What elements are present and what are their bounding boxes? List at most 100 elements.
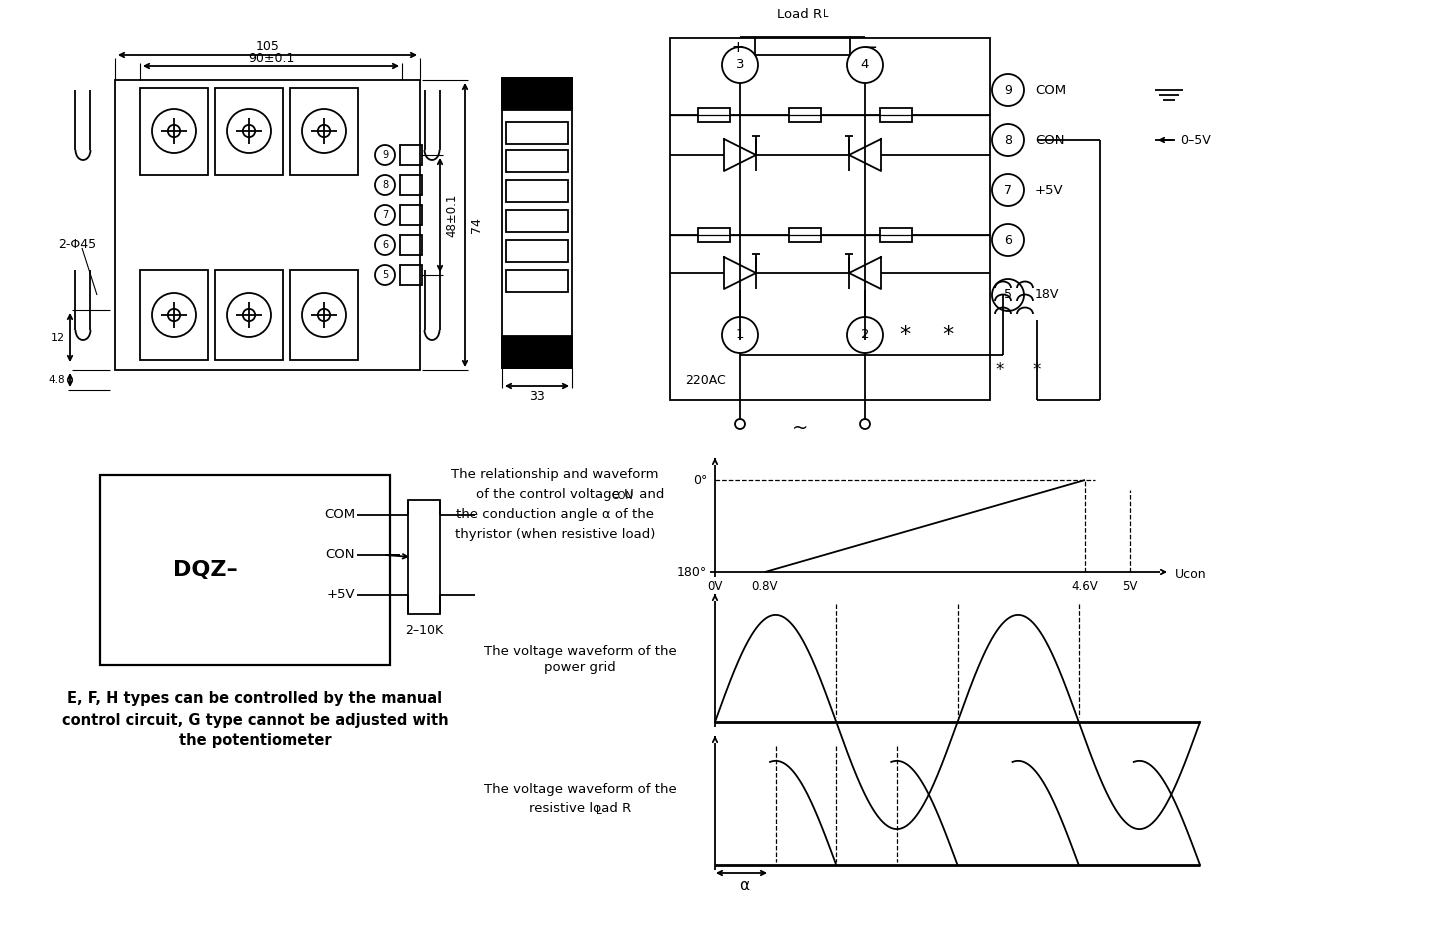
Circle shape [152, 293, 196, 337]
Circle shape [722, 47, 758, 83]
Text: 0.8V: 0.8V [752, 579, 778, 592]
Bar [214, 88, 283, 175]
Text: Ucon: Ucon [1175, 567, 1207, 580]
Text: *: * [1032, 361, 1041, 379]
Text: +5V: +5V [326, 589, 355, 602]
Text: E, F, H types can be controlled by the manual
control circuit, G type cannot be : E, F, H types can be controlled by the m… [61, 692, 449, 749]
Text: The voltage waveform of the: The voltage waveform of the [483, 646, 676, 659]
Text: 9: 9 [382, 150, 388, 160]
Bar [506, 150, 568, 172]
Text: CON: CON [612, 491, 633, 501]
Bar [698, 228, 729, 242]
Circle shape [243, 124, 255, 138]
Circle shape [992, 279, 1024, 311]
Text: 33: 33 [529, 389, 545, 402]
Text: 4.6V: 4.6V [1071, 579, 1098, 592]
Text: power grid: power grid [545, 662, 616, 675]
Bar [502, 336, 572, 368]
Circle shape [992, 224, 1024, 256]
Bar [789, 108, 821, 122]
Bar [502, 78, 572, 368]
Text: and: and [635, 488, 665, 501]
Circle shape [227, 109, 272, 153]
Text: +5V: +5V [1035, 183, 1064, 197]
Text: ~: ~ [792, 418, 808, 437]
Text: 4.8: 4.8 [49, 375, 66, 385]
Text: the conduction angle α of the: the conduction angle α of the [456, 508, 654, 521]
Text: α: α [739, 878, 749, 893]
Bar [290, 270, 358, 360]
Text: 2–10K: 2–10K [405, 623, 443, 636]
Circle shape [859, 419, 869, 429]
Text: 5: 5 [382, 270, 388, 280]
Text: of the control voltage U: of the control voltage U [476, 488, 633, 501]
Circle shape [302, 109, 346, 153]
Text: 2: 2 [861, 329, 869, 342]
Text: 18V: 18V [1035, 288, 1060, 301]
Bar [789, 228, 821, 242]
Text: 7: 7 [1004, 183, 1012, 197]
Text: 2-Φ45: 2-Φ45 [59, 239, 96, 252]
Bar [400, 265, 422, 285]
Text: 1: 1 [736, 329, 744, 342]
Circle shape [375, 145, 395, 165]
Text: *: * [899, 325, 911, 345]
Circle shape [167, 124, 180, 138]
Text: 180°: 180° [676, 565, 706, 578]
Text: COM: COM [1035, 83, 1067, 96]
Text: 6: 6 [1004, 233, 1012, 246]
Text: +: + [732, 40, 745, 55]
Bar [506, 122, 568, 144]
Bar [400, 175, 422, 195]
Bar [290, 88, 358, 175]
Circle shape [735, 419, 745, 429]
Bar [140, 270, 207, 360]
Bar [140, 88, 207, 175]
Text: 5: 5 [1004, 288, 1012, 301]
Circle shape [317, 309, 330, 321]
Text: L: L [824, 9, 828, 19]
Text: 48±0.1: 48±0.1 [445, 194, 458, 237]
Text: 4: 4 [861, 58, 869, 71]
Text: 12: 12 [51, 333, 64, 343]
Text: 6: 6 [382, 240, 388, 250]
Circle shape [317, 124, 330, 138]
Text: 3: 3 [736, 58, 744, 71]
Bar [698, 108, 729, 122]
Bar [400, 205, 422, 225]
Text: *: * [942, 325, 954, 345]
Text: 0–5V: 0–5V [1180, 134, 1211, 147]
Bar [506, 180, 568, 202]
Bar [879, 108, 912, 122]
Text: −: − [862, 39, 878, 57]
Text: 8: 8 [1004, 134, 1012, 147]
Text: 105: 105 [256, 40, 279, 53]
Text: 90±0.1: 90±0.1 [247, 52, 295, 66]
Circle shape [847, 47, 882, 83]
Bar [502, 78, 572, 110]
Text: Load R: Load R [778, 8, 822, 22]
Text: 74: 74 [470, 217, 483, 233]
Bar [400, 145, 422, 165]
Circle shape [375, 235, 395, 255]
Text: 8: 8 [382, 180, 388, 190]
Bar [506, 240, 568, 262]
Text: The relationship and waveform: The relationship and waveform [452, 468, 659, 481]
Circle shape [375, 175, 395, 195]
Bar [114, 80, 420, 370]
Circle shape [847, 317, 882, 353]
Text: CON: CON [326, 548, 355, 562]
Text: thyristor (when resistive load): thyristor (when resistive load) [455, 528, 655, 541]
Bar [214, 270, 283, 360]
Text: 5V: 5V [1123, 579, 1138, 592]
Circle shape [992, 124, 1024, 156]
Text: 220AC: 220AC [685, 373, 726, 387]
Bar [879, 228, 912, 242]
Text: 7: 7 [382, 210, 388, 220]
Circle shape [302, 293, 346, 337]
Circle shape [375, 265, 395, 285]
Circle shape [152, 109, 196, 153]
Text: 0V: 0V [708, 579, 722, 592]
Circle shape [167, 309, 180, 321]
Circle shape [992, 174, 1024, 206]
